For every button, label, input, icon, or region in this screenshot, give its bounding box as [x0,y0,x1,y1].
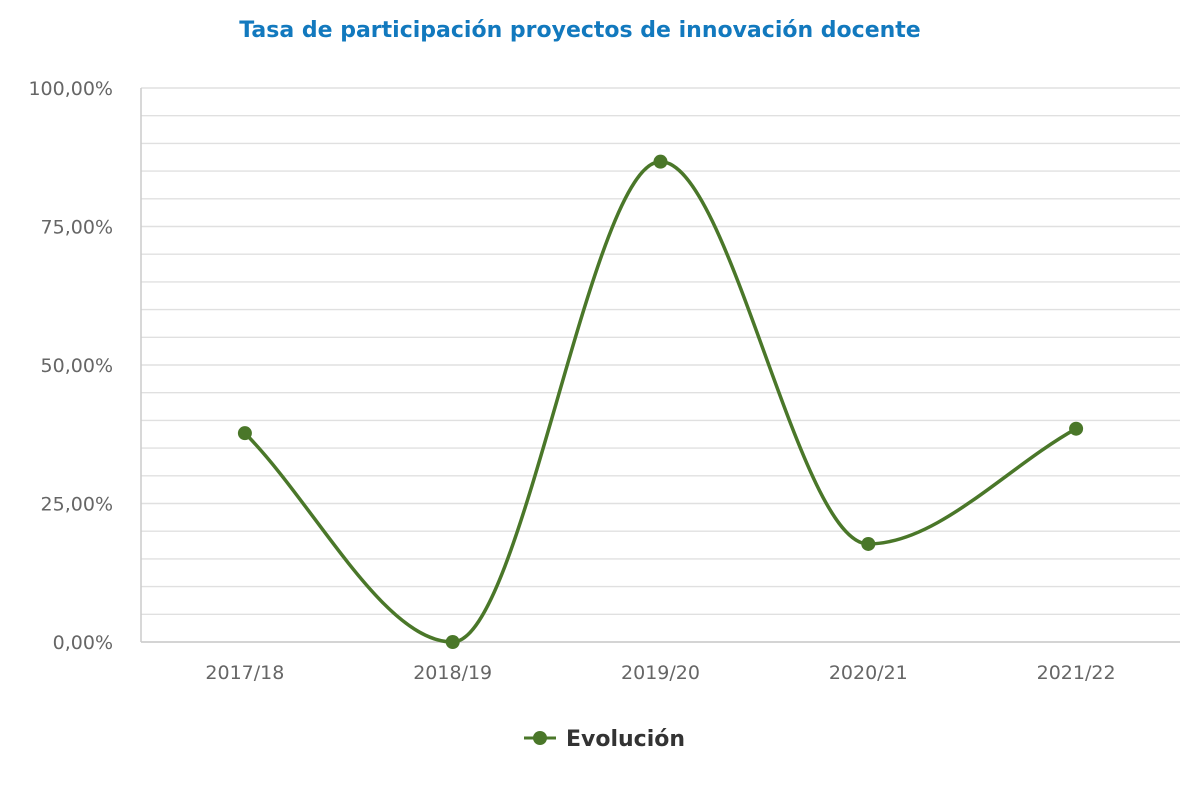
data-point[interactable] [445,635,460,649]
legend-label: Evolución [566,727,685,752]
series-line [243,159,1078,644]
data-point[interactable] [861,536,876,551]
y-tick-label: 25,00% [41,494,113,516]
legend[interactable]: Evolución [524,727,685,752]
axes [140,88,1180,643]
data-point[interactable] [1069,421,1084,436]
legend-marker-symbol [533,731,547,745]
y-tick-label: 100,00% [28,78,113,100]
series-layer [237,154,1084,649]
x-tick-label: 2020/21 [829,662,908,684]
y-tick-label: 50,00% [41,355,113,377]
data-point[interactable] [653,154,668,169]
x-tick-label: 2017/18 [205,662,284,684]
chart-title: Tasa de participación proyectos de innov… [239,18,920,43]
x-tick-label: 2018/19 [413,662,492,684]
x-tick-label: 2021/22 [1037,662,1116,684]
y-tick-label: 75,00% [41,217,113,239]
x-axis-ticks: 2017/18 2018/19 2019/20 2020/21 2021/22 [205,662,1115,684]
grid [141,87,1180,643]
data-point[interactable] [237,426,252,441]
y-tick-label: 0,00% [53,632,113,654]
y-axis-ticks: 0,00% 25,00% 50,00% 75,00% 100,00% [28,78,113,654]
x-tick-label: 2019/20 [621,662,700,684]
